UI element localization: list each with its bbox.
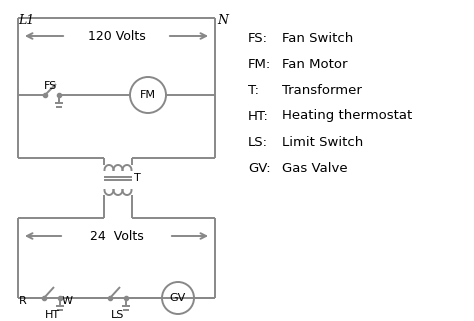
Text: Gas Valve: Gas Valve (282, 161, 347, 175)
Text: W: W (62, 296, 73, 306)
Text: 120 Volts: 120 Volts (88, 30, 146, 42)
Text: Fan Switch: Fan Switch (282, 31, 353, 45)
Text: Limit Switch: Limit Switch (282, 135, 363, 149)
Text: 24  Volts: 24 Volts (90, 230, 143, 242)
Text: GV:: GV: (248, 161, 271, 175)
Text: Fan Motor: Fan Motor (282, 57, 347, 71)
Text: L1: L1 (18, 14, 34, 27)
Text: LS: LS (111, 310, 125, 320)
Text: N: N (217, 14, 228, 27)
Text: FM: FM (140, 90, 156, 100)
Text: FS: FS (44, 81, 57, 91)
Text: HT:: HT: (248, 109, 269, 123)
Text: GV: GV (170, 293, 186, 303)
Text: T:: T: (248, 83, 259, 97)
Text: HT: HT (45, 310, 60, 320)
Text: LS:: LS: (248, 135, 268, 149)
Text: R: R (19, 296, 27, 306)
Text: FM:: FM: (248, 57, 271, 71)
Text: Transformer: Transformer (282, 83, 362, 97)
Text: FS:: FS: (248, 31, 268, 45)
Text: T: T (134, 173, 141, 183)
Text: Heating thermostat: Heating thermostat (282, 109, 412, 123)
